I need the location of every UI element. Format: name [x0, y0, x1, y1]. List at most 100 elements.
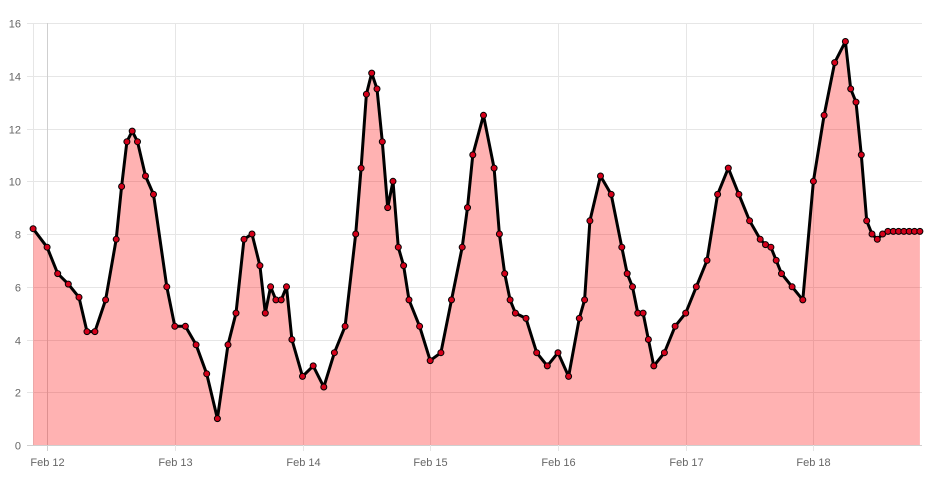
data-point [501, 270, 509, 278]
data-point [554, 349, 562, 357]
data-point [597, 172, 604, 180]
data-point [575, 314, 583, 322]
series-line-layer [31, 40, 920, 421]
data-point [118, 183, 126, 190]
y-tick-label: 6 [15, 283, 21, 295]
data-point [43, 243, 51, 251]
data-point [607, 190, 615, 198]
data-point [629, 283, 636, 291]
data-point [213, 415, 221, 423]
data-point [123, 138, 131, 146]
data-point [506, 296, 514, 304]
y-tick-label: 2 [15, 388, 21, 400]
data-point [83, 328, 91, 336]
data-point [416, 322, 424, 330]
data-point [644, 336, 652, 343]
x-tick-label: Feb 14 [286, 457, 320, 469]
data-point [490, 164, 498, 172]
data-point [511, 309, 519, 317]
data-point [767, 243, 775, 251]
data-point [458, 243, 466, 251]
data-point [405, 296, 413, 304]
data-point [400, 262, 408, 270]
data-point [756, 235, 764, 243]
y-tick-label: 8 [15, 230, 21, 242]
data-point [437, 349, 445, 357]
data-point [352, 230, 360, 238]
y-tick-label: 0 [15, 441, 21, 453]
data-point [692, 283, 700, 291]
data-point [248, 230, 256, 238]
data-point [426, 357, 434, 365]
y-tick-label: 12 [9, 125, 21, 137]
data-point [863, 217, 871, 225]
x-tick-label: Feb 17 [669, 457, 703, 469]
data-point [224, 341, 232, 349]
data-point [277, 296, 285, 304]
series-points-layer [29, 38, 924, 423]
data-point [581, 296, 589, 304]
grid-lines [27, 23, 922, 451]
data-point [495, 230, 503, 238]
data-point [448, 296, 455, 304]
data-point [102, 296, 110, 304]
data-point [778, 270, 785, 278]
x-tick-label: Feb 13 [158, 457, 192, 469]
data-point [660, 349, 668, 357]
data-point [171, 322, 179, 330]
data-point [384, 204, 392, 212]
data-point [394, 243, 402, 251]
x-tick-label: Feb 15 [413, 457, 447, 469]
data-point [29, 225, 37, 233]
data-point [682, 309, 690, 317]
data-point [150, 190, 157, 198]
data-point [163, 283, 171, 291]
data-point [469, 151, 477, 159]
data-point [565, 372, 573, 380]
data-point [368, 69, 376, 77]
data-point [772, 256, 780, 264]
data-point [181, 322, 189, 330]
data-point [639, 309, 647, 317]
data-point [357, 164, 365, 172]
data-point [543, 362, 551, 370]
data-point [320, 383, 328, 391]
data-point [522, 314, 530, 322]
data-point [746, 217, 754, 225]
data-point [916, 227, 924, 235]
data-point [714, 190, 722, 198]
data-point [533, 349, 541, 357]
data-point [309, 362, 317, 370]
data-point [378, 138, 386, 146]
data-point [362, 90, 370, 98]
data-point [389, 177, 397, 185]
data-point [112, 235, 120, 243]
data-point [868, 230, 876, 238]
data-point [283, 283, 290, 291]
data-point [841, 38, 849, 45]
data-point [267, 283, 275, 291]
data-point [134, 138, 141, 146]
data-point [831, 59, 839, 67]
data-point [288, 336, 296, 343]
data-point [64, 280, 72, 288]
data-point [54, 270, 62, 278]
data-point [75, 293, 83, 301]
data-point [480, 111, 487, 119]
data-point [618, 243, 626, 251]
data-point [820, 111, 828, 119]
data-point [623, 270, 631, 278]
data-point [128, 127, 136, 135]
data-point [261, 309, 269, 317]
data-point [330, 349, 338, 357]
y-tick-label: 10 [9, 177, 21, 189]
axes: 0 2 4 6 8 10 12 14 16 Feb 12 Feb 13 Feb 14 Feb 15 Feb… [9, 19, 831, 470]
data-point [735, 190, 743, 198]
data-point [762, 241, 769, 249]
data-point [788, 283, 796, 291]
y-tick-label: 14 [9, 72, 21, 84]
data-point [299, 372, 306, 380]
data-point [857, 151, 865, 159]
